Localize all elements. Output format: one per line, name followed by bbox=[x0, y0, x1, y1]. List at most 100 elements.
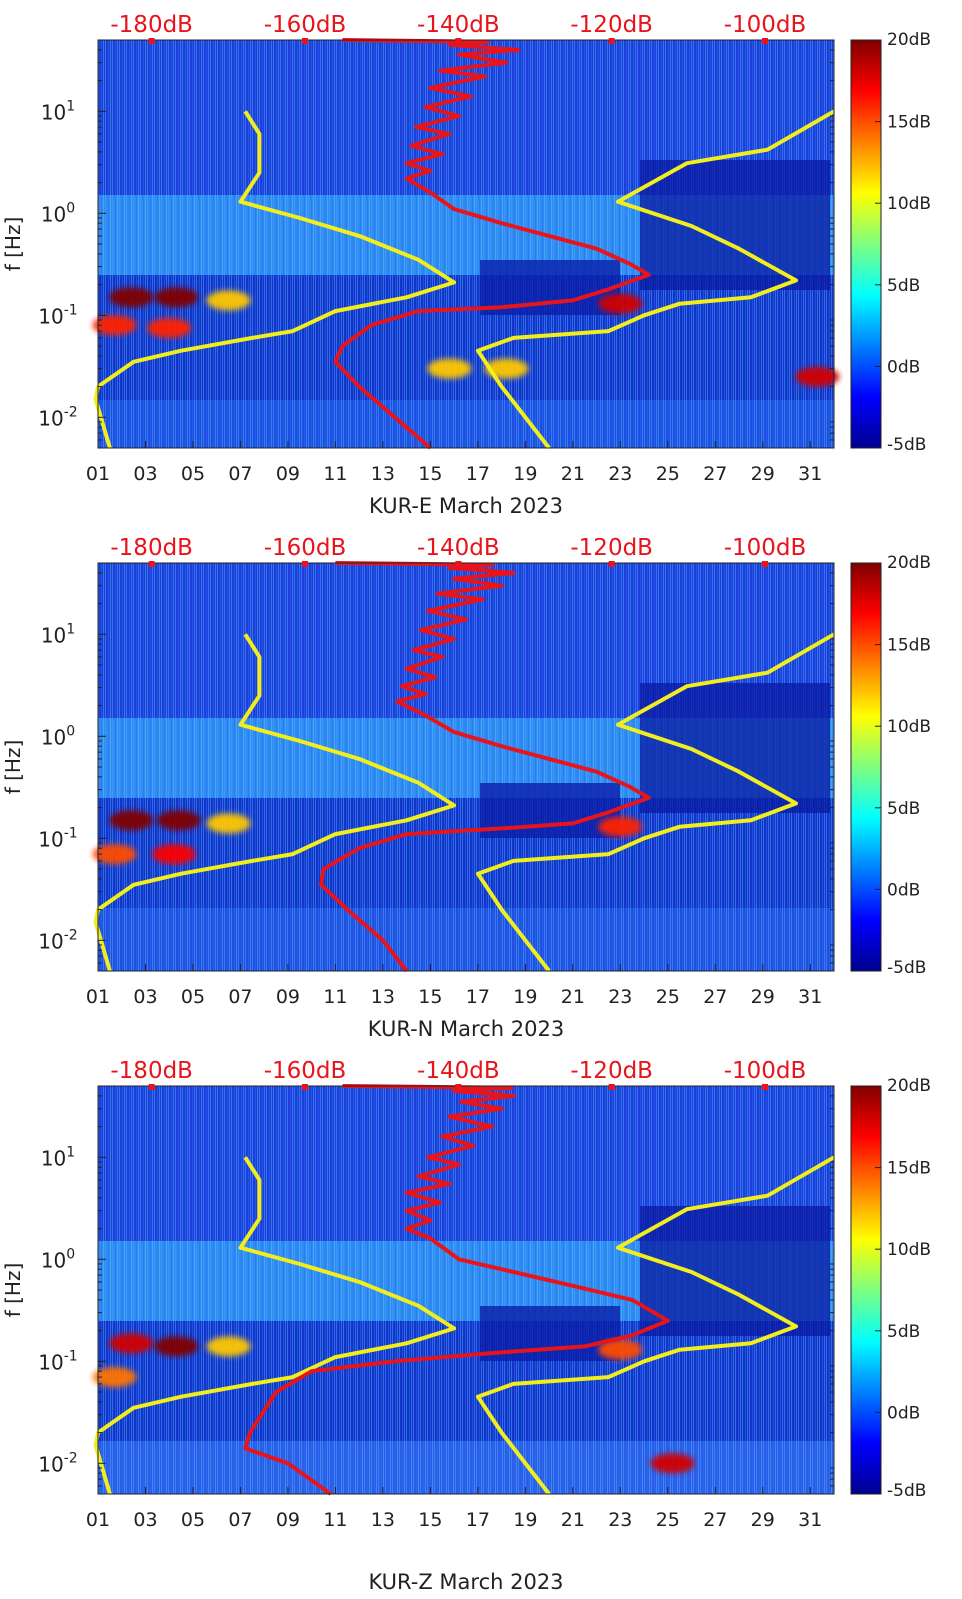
top-tick-mark bbox=[608, 38, 615, 44]
x-tick-label: 29 bbox=[751, 986, 775, 1008]
x-tick-label: 17 bbox=[466, 986, 490, 1008]
x-tick-label: 15 bbox=[418, 986, 442, 1008]
colorbar-tick-label: 20dB bbox=[887, 553, 931, 573]
hot-spot-0 bbox=[109, 287, 154, 308]
y-axis-label: f [Hz] bbox=[1, 1263, 25, 1318]
top-tick-mark bbox=[148, 561, 155, 567]
x-tick-label: 19 bbox=[513, 1509, 537, 1531]
y-tick-label: 101 bbox=[41, 98, 75, 124]
hot-spot-5 bbox=[598, 293, 643, 314]
colorbar-tick-label: -5dB bbox=[887, 1481, 926, 1501]
top-tick-mark bbox=[762, 561, 768, 567]
x-tick-label: 31 bbox=[798, 463, 822, 485]
model-curve-left bbox=[93, 1156, 457, 1495]
top-axis: -180dB -160dB -140dB -120dB -100dB bbox=[110, 1058, 806, 1090]
x-tick-label: 27 bbox=[703, 463, 727, 485]
y-tick-label: 10-2 bbox=[38, 1450, 77, 1476]
top-tick-mark bbox=[148, 38, 155, 44]
colorbar-ticks: 20dB 15dB 10dB 5dB 0dB -5dB bbox=[875, 1076, 931, 1501]
colorbar bbox=[850, 1085, 882, 1495]
colorbar-ticks: 20dB 15dB 10dB 5dB 0dB -5dB bbox=[875, 553, 931, 978]
top-tick-mark bbox=[302, 38, 308, 44]
top-tick-mark bbox=[148, 1084, 155, 1090]
top-tick-label: -120dB bbox=[570, 535, 653, 561]
top-tick-label: -120dB bbox=[570, 12, 653, 38]
x-tick-label: 25 bbox=[656, 463, 680, 485]
x-tick-label: 29 bbox=[751, 1509, 775, 1531]
hot-spots bbox=[92, 810, 643, 865]
top-tick-label: -160dB bbox=[264, 535, 347, 561]
x-tick-label: 25 bbox=[656, 986, 680, 1008]
panel-e: 10-2 10-1 100 101 01 03 05 07 09 11 13 15 17 19 21 23 2… bbox=[1, 12, 931, 518]
model-curve-right bbox=[475, 109, 836, 450]
x-tick-label: 27 bbox=[703, 986, 727, 1008]
colorbar-tick-label: -5dB bbox=[887, 958, 926, 978]
colorbar-tick-label: 20dB bbox=[887, 30, 931, 50]
hot-spot-0 bbox=[109, 1333, 154, 1354]
series-lines bbox=[93, 38, 836, 450]
x-tick-label: 01 bbox=[86, 1509, 110, 1531]
y-tick-label: 10-1 bbox=[38, 302, 77, 328]
y-axis-label: f [Hz] bbox=[1, 740, 25, 795]
top-tick-mark bbox=[762, 1084, 768, 1090]
noise-model-red bbox=[319, 561, 651, 973]
colorbar-tick-label: 5dB bbox=[887, 276, 920, 296]
colorbar-tick-label: 15dB bbox=[887, 636, 931, 656]
top-tick-label: -140dB bbox=[417, 1058, 500, 1084]
top-tick-mark bbox=[608, 1084, 615, 1090]
top-axis: -180dB -160dB -140dB -120dB -100dB bbox=[110, 12, 806, 44]
x-tick-label: 03 bbox=[133, 463, 157, 485]
colorbar-tick-label: 15dB bbox=[887, 1159, 931, 1179]
hot-spot-4 bbox=[206, 813, 251, 834]
background-dark-zone-right bbox=[640, 1206, 830, 1336]
y-tick-label: 10-2 bbox=[38, 927, 77, 953]
x-tick-label: 03 bbox=[133, 1509, 157, 1531]
top-tick-label: -140dB bbox=[417, 535, 500, 561]
colorbar-tick-label: 0dB bbox=[887, 1403, 920, 1423]
hot-spot-0 bbox=[109, 810, 154, 831]
background-dark-zone-right bbox=[640, 683, 830, 813]
hot-spot-2 bbox=[92, 1367, 137, 1388]
x-tick-label: 15 bbox=[418, 1509, 442, 1531]
x-tick-label: 31 bbox=[798, 1509, 822, 1531]
hot-spot-7 bbox=[427, 358, 472, 379]
x-tick-label: 01 bbox=[86, 463, 110, 485]
x-tick-label: 29 bbox=[751, 463, 775, 485]
colorbar-tick-label: 10dB bbox=[887, 1240, 931, 1260]
top-tick-mark bbox=[608, 561, 615, 567]
x-axis: 01 03 05 07 09 11 13 15 17 19 21 23 25 27 29 31 bbox=[86, 1487, 822, 1531]
hot-spot-5 bbox=[598, 816, 643, 837]
hot-spot-2 bbox=[92, 844, 137, 865]
x-tick-label: 13 bbox=[371, 463, 395, 485]
series-lines bbox=[93, 561, 836, 973]
hot-spot-3 bbox=[147, 318, 192, 339]
colorbar-tick-label: 10dB bbox=[887, 717, 931, 737]
x-tick-label: 15 bbox=[418, 463, 442, 485]
noise-model-red bbox=[333, 38, 651, 450]
x-tick-label: 21 bbox=[561, 463, 585, 485]
x-tick-label: 23 bbox=[608, 986, 632, 1008]
x-tick-label: 11 bbox=[323, 986, 347, 1008]
top-tick-mark bbox=[762, 38, 768, 44]
x-tick-label: 25 bbox=[656, 1509, 680, 1531]
x-tick-label: 17 bbox=[466, 1509, 490, 1531]
y-tick-label: 101 bbox=[41, 621, 75, 647]
hot-spot-2 bbox=[92, 315, 137, 336]
x-tick-label: 09 bbox=[276, 463, 300, 485]
x-tick-label: 07 bbox=[228, 463, 252, 485]
hot-spots bbox=[92, 287, 840, 387]
x-tick-label: 13 bbox=[371, 1509, 395, 1531]
colorbar-tick-label: -5dB bbox=[887, 435, 926, 455]
background-dark-zone-right bbox=[640, 160, 830, 290]
y-tick-label: 10-1 bbox=[38, 1348, 77, 1374]
x-tick-label: 27 bbox=[703, 1509, 727, 1531]
colorbar bbox=[850, 562, 882, 972]
top-tick-label: -180dB bbox=[110, 12, 193, 38]
colorbar-tick-label: 5dB bbox=[887, 799, 920, 819]
panel-z: 10-2 10-1 100 101 01 03 05 07 09 11 13 15 17 19 21 23 2… bbox=[1, 1058, 931, 1594]
top-tick-mark bbox=[455, 1084, 462, 1090]
hot-spot-3 bbox=[206, 1336, 251, 1357]
x-tick-label: 01 bbox=[86, 986, 110, 1008]
x-tick-label: 31 bbox=[798, 986, 822, 1008]
y-tick-label: 100 bbox=[41, 1246, 75, 1272]
